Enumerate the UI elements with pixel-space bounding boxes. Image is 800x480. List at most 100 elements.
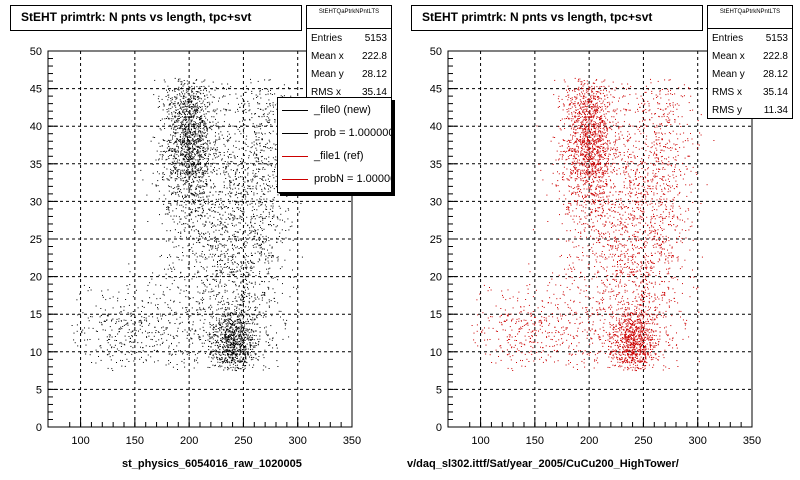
data-point bbox=[170, 171, 171, 173]
data-point bbox=[260, 351, 262, 353]
data-point bbox=[204, 79, 206, 81]
data-point bbox=[178, 287, 180, 289]
data-point bbox=[284, 328, 286, 330]
data-point bbox=[119, 328, 120, 330]
data-point bbox=[228, 335, 229, 337]
data-point bbox=[206, 127, 208, 129]
data-point bbox=[197, 291, 199, 293]
data-point bbox=[269, 244, 271, 246]
data-point bbox=[269, 224, 271, 225]
data-point bbox=[210, 360, 212, 362]
data-point bbox=[200, 339, 202, 340]
data-point bbox=[223, 181, 225, 183]
data-point bbox=[180, 100, 182, 102]
data-point bbox=[579, 163, 581, 165]
data-point bbox=[207, 140, 209, 141]
data-point bbox=[258, 298, 260, 300]
data-point bbox=[255, 160, 257, 162]
data-point bbox=[260, 204, 262, 206]
data-point bbox=[220, 300, 222, 302]
data-point bbox=[121, 343, 123, 345]
data-point bbox=[221, 338, 223, 340]
data-point bbox=[269, 103, 271, 105]
data-point bbox=[265, 310, 267, 312]
data-point bbox=[284, 322, 286, 324]
data-point bbox=[194, 124, 196, 126]
data-point bbox=[182, 195, 183, 197]
data-point bbox=[264, 294, 266, 296]
data-point bbox=[195, 330, 197, 332]
data-point bbox=[191, 158, 193, 159]
data-point bbox=[229, 327, 231, 329]
data-point bbox=[183, 84, 185, 86]
data-point bbox=[253, 192, 255, 194]
data-point bbox=[219, 203, 220, 205]
data-point bbox=[245, 356, 247, 358]
data-point bbox=[240, 240, 242, 241]
data-point bbox=[171, 271, 173, 272]
data-point bbox=[216, 149, 218, 151]
data-point bbox=[235, 342, 237, 344]
data-point bbox=[179, 139, 181, 141]
data-point bbox=[104, 329, 106, 331]
data-point bbox=[236, 307, 238, 309]
data-point bbox=[250, 78, 251, 80]
data-point bbox=[198, 146, 200, 148]
data-point bbox=[200, 187, 201, 189]
data-point bbox=[255, 343, 257, 344]
data-point bbox=[245, 190, 247, 192]
data-point bbox=[182, 165, 184, 167]
data-point bbox=[127, 288, 129, 290]
data-point bbox=[240, 328, 242, 330]
data-point bbox=[199, 255, 201, 257]
data-point bbox=[243, 341, 245, 343]
data-point bbox=[270, 221, 271, 222]
data-point bbox=[259, 331, 261, 333]
data-point bbox=[148, 335, 150, 337]
data-point bbox=[247, 353, 249, 355]
data-point bbox=[204, 285, 206, 287]
data-point bbox=[271, 246, 273, 248]
data-point bbox=[251, 113, 253, 115]
data-point bbox=[206, 162, 207, 164]
data-point bbox=[166, 168, 168, 170]
data-point bbox=[225, 206, 227, 207]
data-point bbox=[120, 306, 122, 308]
data-point bbox=[232, 234, 234, 236]
data-point bbox=[222, 260, 224, 262]
data-point bbox=[234, 346, 236, 347]
data-point bbox=[210, 180, 212, 182]
data-point bbox=[278, 310, 280, 312]
data-point bbox=[234, 326, 236, 328]
data-point bbox=[263, 228, 265, 230]
data-point bbox=[196, 142, 198, 144]
data-point bbox=[192, 178, 193, 180]
data-point bbox=[271, 218, 273, 219]
data-point bbox=[214, 265, 216, 267]
data-point bbox=[238, 331, 239, 333]
data-point bbox=[233, 335, 235, 337]
data-point bbox=[152, 345, 154, 347]
data-point bbox=[171, 151, 173, 152]
data-point bbox=[129, 284, 131, 286]
data-point bbox=[269, 79, 271, 81]
data-point bbox=[222, 351, 223, 353]
data-point bbox=[223, 338, 225, 340]
data-point bbox=[198, 138, 200, 140]
data-point bbox=[177, 151, 179, 153]
data-point bbox=[250, 200, 252, 202]
data-point bbox=[265, 144, 267, 145]
data-point bbox=[155, 184, 157, 186]
data-point bbox=[214, 236, 216, 238]
data-point bbox=[228, 344, 230, 346]
data-point bbox=[250, 359, 252, 361]
data-point bbox=[231, 338, 232, 340]
data-point bbox=[231, 222, 233, 224]
data-point bbox=[268, 299, 270, 301]
data-point bbox=[128, 361, 130, 362]
data-point bbox=[167, 139, 169, 141]
data-point bbox=[188, 187, 190, 189]
data-point bbox=[268, 147, 270, 149]
data-point bbox=[116, 340, 117, 341]
data-point bbox=[272, 207, 274, 209]
